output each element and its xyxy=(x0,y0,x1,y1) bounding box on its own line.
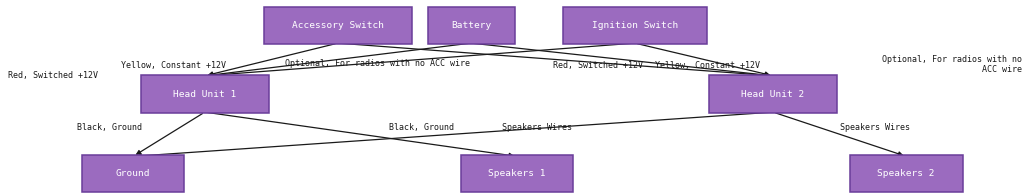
Text: Speakers Wires: Speakers Wires xyxy=(840,123,909,132)
Text: Ground: Ground xyxy=(116,169,151,178)
Text: Yellow, Constant +12V: Yellow, Constant +12V xyxy=(655,61,761,70)
FancyBboxPatch shape xyxy=(709,75,838,113)
Text: Black, Ground: Black, Ground xyxy=(389,123,454,132)
Text: Speakers 2: Speakers 2 xyxy=(878,169,935,178)
FancyBboxPatch shape xyxy=(141,75,268,113)
Text: Speakers Wires: Speakers Wires xyxy=(502,123,571,132)
Text: Speakers 1: Speakers 1 xyxy=(488,169,546,178)
FancyBboxPatch shape xyxy=(264,7,412,44)
FancyBboxPatch shape xyxy=(82,155,184,192)
Text: Battery: Battery xyxy=(451,21,492,30)
Text: Head Unit 1: Head Unit 1 xyxy=(173,90,237,99)
FancyBboxPatch shape xyxy=(461,155,573,192)
Text: Yellow, Constant +12V: Yellow, Constant +12V xyxy=(121,61,226,70)
Text: Optional, For radios with no
ACC wire: Optional, For radios with no ACC wire xyxy=(882,55,1022,74)
FancyBboxPatch shape xyxy=(428,7,515,44)
Text: Red, Switched +12V: Red, Switched +12V xyxy=(8,71,98,80)
Text: Accessory Switch: Accessory Switch xyxy=(292,21,384,30)
Text: Black, Ground: Black, Ground xyxy=(77,123,141,132)
Text: Ignition Switch: Ignition Switch xyxy=(592,21,678,30)
Text: Head Unit 2: Head Unit 2 xyxy=(741,90,805,99)
FancyBboxPatch shape xyxy=(563,7,707,44)
Text: Red, Switched +12V: Red, Switched +12V xyxy=(553,61,643,70)
FancyBboxPatch shape xyxy=(850,155,963,192)
Text: Optional, For radios with no ACC wire: Optional, For radios with no ACC wire xyxy=(285,59,470,68)
